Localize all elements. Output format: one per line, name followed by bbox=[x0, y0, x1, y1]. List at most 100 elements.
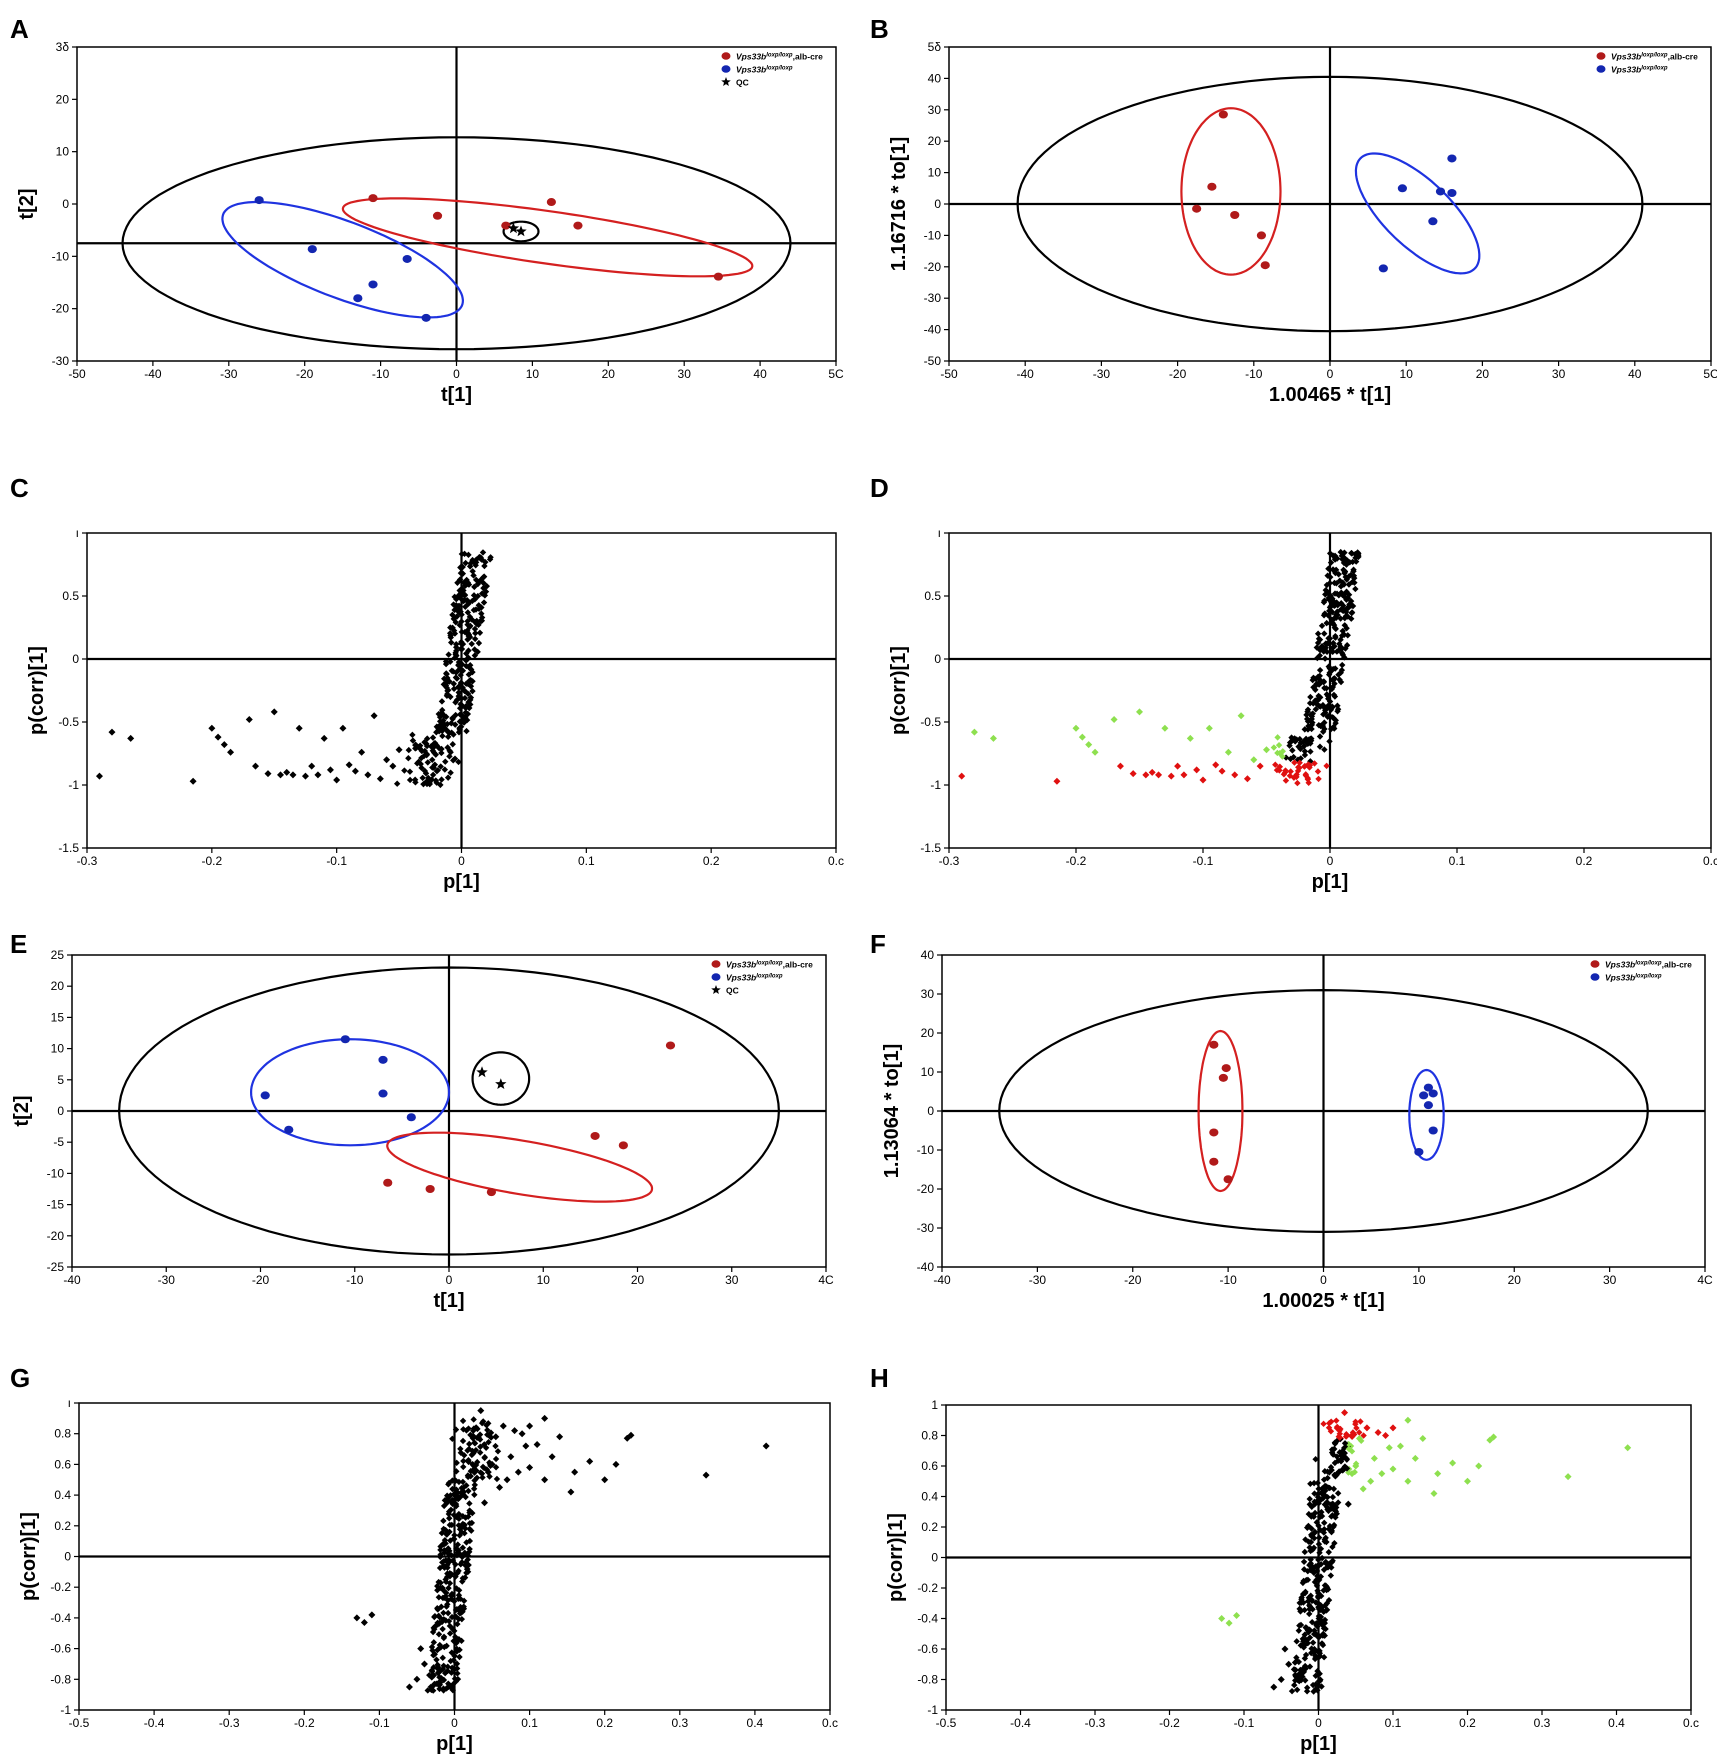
s-plot-point bbox=[1317, 694, 1324, 701]
s-plot-point bbox=[1155, 771, 1163, 779]
s-plot-point bbox=[1349, 1429, 1357, 1436]
s-plot-point bbox=[1322, 1602, 1329, 1609]
s-plot-point bbox=[444, 774, 452, 781]
s-plot-point bbox=[452, 669, 460, 676]
s-plot-point bbox=[1312, 1599, 1320, 1606]
s-plot-point bbox=[1303, 1637, 1310, 1644]
s-plot-point bbox=[1323, 581, 1331, 589]
s-plot-point bbox=[1307, 711, 1315, 718]
s-plot-point bbox=[1311, 1490, 1318, 1497]
s-plot-point bbox=[1306, 1627, 1313, 1635]
s-plot-point bbox=[1186, 734, 1194, 742]
s-plot-point bbox=[453, 1645, 461, 1653]
x-tick-label: 30 bbox=[1603, 1273, 1617, 1287]
sample-point bbox=[1192, 204, 1202, 213]
s-plot-point bbox=[455, 684, 462, 691]
x-tick-label: -0.3 bbox=[77, 854, 98, 868]
s-plot-point bbox=[428, 742, 436, 750]
x-tick-label: 0 bbox=[446, 1273, 453, 1287]
s-plot-point bbox=[1333, 648, 1341, 655]
confidence-ellipse bbox=[121, 136, 792, 351]
x-tick-label: 0.с bbox=[828, 854, 844, 868]
s-plot-point bbox=[1313, 644, 1321, 651]
s-plot-point bbox=[1320, 599, 1328, 606]
s-plot-point bbox=[1324, 1474, 1331, 1482]
s-plot-point bbox=[476, 629, 484, 637]
s-plot-point bbox=[1304, 1598, 1312, 1605]
s-plot-point bbox=[455, 1635, 463, 1643]
s-plot-point bbox=[460, 719, 468, 726]
s-plot-point bbox=[459, 1520, 467, 1528]
s-plot-point bbox=[1339, 661, 1346, 669]
s-plot-point bbox=[1314, 654, 1321, 662]
s-plot-point bbox=[436, 1685, 443, 1693]
s-plot-point bbox=[470, 1466, 477, 1473]
x-tick-label: 0.3 bbox=[1534, 1716, 1551, 1730]
s-plot-point bbox=[481, 1499, 489, 1507]
s-plot-point bbox=[457, 680, 465, 687]
x-tick-label: 0.2 bbox=[1576, 854, 1593, 868]
s-plot-point bbox=[1419, 1435, 1427, 1443]
s-plot-point bbox=[1316, 1613, 1324, 1620]
s-plot-point bbox=[1329, 644, 1336, 651]
s-plot-point bbox=[1325, 612, 1332, 619]
sample-point bbox=[1447, 189, 1457, 198]
s-plot-point bbox=[1320, 612, 1328, 619]
s-plot-points bbox=[958, 548, 1362, 787]
s-plot-point bbox=[1326, 1420, 1333, 1427]
s-plot-point bbox=[1307, 1556, 1314, 1563]
s-plot-point bbox=[443, 692, 451, 699]
x-axis-label: p[1] bbox=[443, 871, 480, 893]
legend-marker-icon bbox=[1590, 960, 1600, 968]
s-plot-point bbox=[464, 1565, 471, 1573]
s-plot-point bbox=[1324, 1493, 1331, 1501]
sample-point bbox=[618, 1141, 628, 1150]
s-plot-point bbox=[1331, 1440, 1339, 1447]
confidence-ellipse bbox=[249, 1038, 451, 1147]
s-plot-point bbox=[444, 1609, 452, 1617]
s-plot-point bbox=[264, 770, 272, 778]
s-plot-point bbox=[440, 717, 447, 724]
s-plot-point bbox=[1053, 777, 1061, 785]
x-tick-label: -10 bbox=[1219, 1273, 1237, 1287]
s-plot-point bbox=[459, 563, 466, 571]
s-plot-point bbox=[432, 777, 440, 784]
s-plot-point bbox=[1337, 1456, 1344, 1464]
y-tick-label: -0.4 bbox=[917, 1612, 938, 1626]
s-plot-point bbox=[108, 728, 116, 736]
s-plot-point bbox=[1304, 726, 1312, 733]
x-tick-label: 0.2 bbox=[596, 1716, 613, 1730]
s-plot-point bbox=[1310, 684, 1317, 691]
s-plot-point bbox=[438, 749, 445, 757]
sample-point bbox=[1414, 1147, 1424, 1156]
s-plot-point bbox=[1142, 771, 1150, 779]
s-plot-point bbox=[1296, 735, 1303, 743]
sample-point bbox=[1230, 210, 1240, 219]
s-plot-point bbox=[452, 1561, 459, 1568]
s-plot-point bbox=[423, 778, 430, 785]
s-plot-point bbox=[454, 1620, 461, 1628]
s-plot-point bbox=[1293, 1686, 1301, 1693]
s-plot-point bbox=[1321, 684, 1328, 692]
s-plot-point bbox=[424, 759, 432, 766]
s-plot-point bbox=[1320, 648, 1327, 655]
s-plot-point bbox=[1311, 760, 1318, 767]
s-plot-point bbox=[1325, 565, 1332, 572]
s-plot-point bbox=[1315, 721, 1323, 729]
s-plot-point bbox=[1310, 700, 1317, 707]
panel-c: C -0.3 -0.2 -0.1 0 0.1 0.2 0.с -1.5 -1 -0.5 0 0.5 ı p[… bbox=[10, 473, 844, 893]
s-plot-point bbox=[1237, 712, 1245, 720]
s-plot-point bbox=[1328, 1505, 1336, 1512]
s-plot-point bbox=[1323, 1498, 1331, 1506]
s-plot-point bbox=[440, 1687, 447, 1694]
s-plot-point bbox=[1311, 1509, 1319, 1517]
s-plot-point bbox=[435, 1578, 442, 1586]
s-plot-point bbox=[518, 1430, 526, 1438]
s-plot-point bbox=[567, 1488, 575, 1496]
s-plot-point bbox=[1325, 1424, 1333, 1431]
s-plot-point bbox=[486, 556, 494, 563]
s-plot-point bbox=[1312, 706, 1319, 713]
s-plot-point bbox=[1331, 600, 1338, 607]
s-plot-point bbox=[507, 1453, 515, 1461]
s-plot-point bbox=[1352, 1462, 1360, 1470]
